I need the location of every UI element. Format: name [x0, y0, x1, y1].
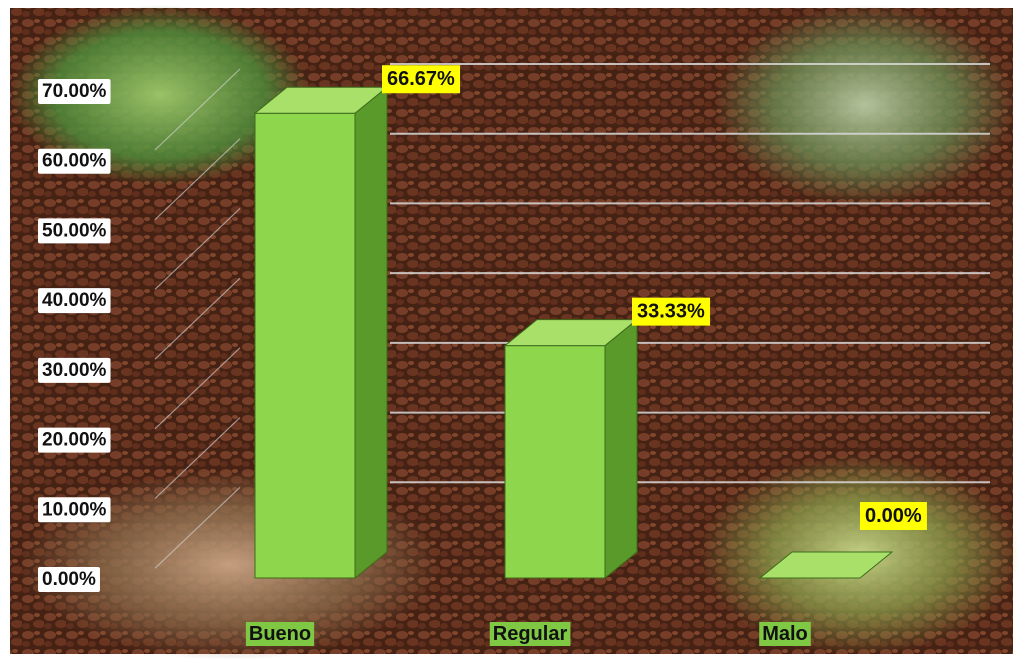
category-label: Malo	[762, 623, 808, 645]
plantation-group-photo	[715, 5, 1015, 205]
bar-malo	[758, 551, 894, 579]
gridline-perspective	[154, 417, 241, 500]
y-tick-label-bg	[38, 427, 111, 453]
bar-bueno	[253, 86, 389, 580]
category-label-bg	[489, 622, 571, 646]
y-tick-label: 70.00%	[42, 81, 107, 102]
gridline-perspective	[154, 486, 241, 569]
bar-regular	[503, 318, 639, 580]
y-tick-label-bg	[38, 497, 111, 523]
y-tick-label: 10.00%	[42, 499, 107, 520]
bar-top	[758, 551, 894, 579]
gridline-perspective	[154, 207, 241, 290]
data-label-bg	[860, 502, 927, 530]
data-label-bg	[632, 297, 711, 326]
bar-front	[254, 112, 356, 579]
y-tick-label-bg	[38, 79, 111, 104]
category-label: Bueno	[249, 623, 311, 645]
data-label-bg	[382, 65, 461, 94]
y-tick-label: 40.00%	[42, 290, 107, 311]
gridline-perspective	[154, 347, 241, 430]
bar-front	[504, 345, 606, 579]
farm-worker-photo	[10, 5, 310, 185]
bars	[253, 86, 894, 580]
y-tick-label: 0.00%	[42, 569, 96, 590]
data-labels: 66.67% 33.33% 0.00%	[382, 65, 927, 530]
y-tick-label: 20.00%	[42, 430, 107, 451]
x-axis-categories: Bueno Regular Malo	[245, 622, 811, 646]
y-tick-label-bg	[38, 288, 111, 314]
y-tick-label-bg	[38, 357, 111, 383]
data-label: 33.33%	[637, 301, 705, 323]
y-tick-label-bg	[38, 148, 111, 174]
grid-layer	[154, 63, 990, 569]
category-label: Regular	[493, 623, 568, 645]
gridline-perspective	[154, 277, 241, 360]
gridline-perspective	[154, 138, 241, 221]
bar-side	[604, 318, 638, 580]
bar-side	[354, 86, 388, 580]
data-label: 66.67%	[387, 68, 455, 90]
category-label-bg	[245, 622, 315, 646]
gridline-perspective	[154, 68, 241, 151]
y-tick-label: 50.00%	[42, 220, 107, 241]
y-tick-label-bg	[38, 567, 100, 592]
y-tick-label: 30.00%	[42, 360, 107, 381]
y-axis-ticks: 0.00% 10.00% 20.00% 30.00% 40.00% 50.00% 60.00…	[38, 79, 111, 592]
category-label-bg	[759, 622, 811, 646]
y-tick-label: 60.00%	[42, 151, 107, 172]
data-label: 0.00%	[865, 505, 922, 527]
y-tick-label-bg	[38, 218, 111, 244]
